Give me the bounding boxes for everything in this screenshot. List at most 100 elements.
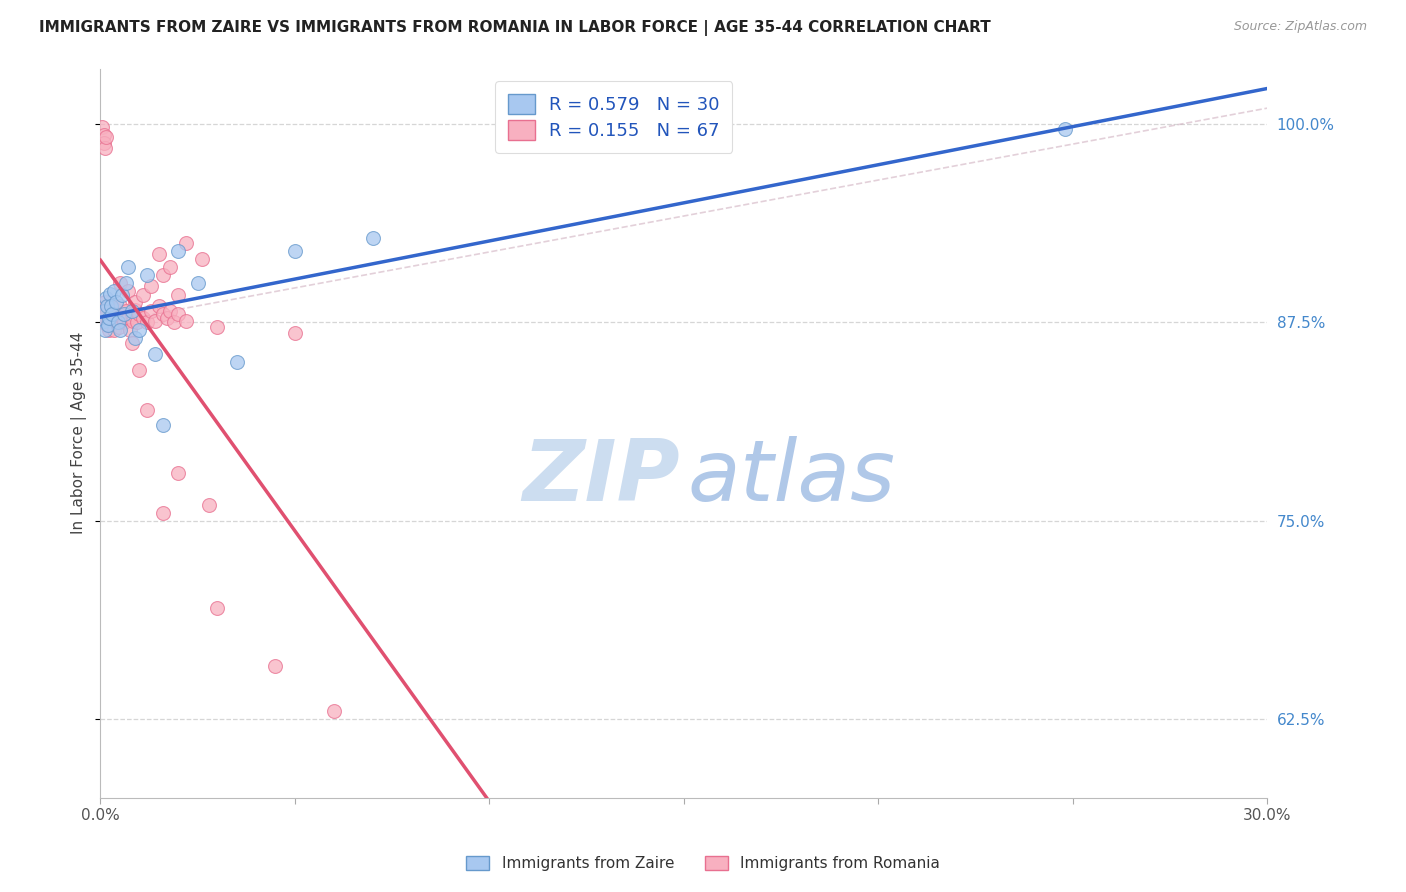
Point bbox=[96, 318, 118, 333]
Point bbox=[128, 323, 150, 337]
Point bbox=[108, 320, 131, 334]
Point bbox=[167, 288, 190, 302]
Point bbox=[100, 304, 122, 318]
Point bbox=[124, 302, 146, 317]
Point bbox=[163, 315, 186, 329]
Point bbox=[98, 323, 121, 337]
Point bbox=[1053, 121, 1076, 136]
Point bbox=[148, 300, 170, 314]
Point bbox=[121, 335, 143, 350]
Point bbox=[108, 323, 131, 337]
Point bbox=[112, 315, 135, 329]
Point bbox=[97, 318, 120, 333]
Point bbox=[136, 315, 159, 329]
Point bbox=[93, 310, 115, 325]
Point bbox=[101, 307, 124, 321]
Text: IMMIGRANTS FROM ZAIRE VS IMMIGRANTS FROM ROMANIA IN LABOR FORCE | AGE 35-44 CORR: IMMIGRANTS FROM ZAIRE VS IMMIGRANTS FROM… bbox=[39, 20, 991, 36]
Point bbox=[112, 307, 135, 321]
Text: Source: ZipAtlas.com: Source: ZipAtlas.com bbox=[1233, 20, 1367, 33]
Text: ZIP: ZIP bbox=[523, 435, 681, 518]
Point bbox=[159, 304, 181, 318]
Point bbox=[117, 260, 139, 274]
Point bbox=[152, 506, 174, 520]
Point bbox=[93, 315, 115, 329]
Point bbox=[128, 363, 150, 377]
Point bbox=[124, 331, 146, 345]
Point bbox=[136, 268, 159, 282]
Point bbox=[98, 310, 121, 325]
Point bbox=[97, 300, 120, 314]
Point bbox=[155, 310, 177, 325]
Point bbox=[98, 286, 121, 301]
Point bbox=[91, 120, 114, 135]
Point bbox=[100, 300, 122, 314]
Point bbox=[121, 307, 143, 321]
Point bbox=[159, 260, 181, 274]
Point bbox=[264, 659, 287, 673]
Point bbox=[96, 300, 118, 314]
Point bbox=[96, 292, 118, 306]
Point bbox=[114, 276, 136, 290]
Point bbox=[361, 231, 384, 245]
Point bbox=[174, 314, 197, 328]
Point bbox=[98, 310, 121, 325]
Point bbox=[122, 314, 145, 328]
Point bbox=[118, 323, 141, 337]
Y-axis label: In Labor Force | Age 35-44: In Labor Force | Age 35-44 bbox=[72, 332, 87, 534]
Point bbox=[284, 244, 307, 258]
Point bbox=[105, 315, 128, 329]
Point bbox=[114, 304, 136, 318]
Point bbox=[121, 304, 143, 318]
Point bbox=[127, 315, 149, 329]
Point bbox=[93, 136, 115, 150]
Point bbox=[104, 302, 127, 317]
Point bbox=[322, 704, 344, 718]
Point bbox=[93, 304, 115, 318]
Point bbox=[167, 244, 190, 258]
Point bbox=[198, 498, 221, 512]
Point bbox=[225, 355, 247, 369]
Point bbox=[205, 320, 228, 334]
Point bbox=[143, 347, 166, 361]
Point bbox=[94, 141, 117, 155]
Point bbox=[111, 288, 134, 302]
Point bbox=[108, 300, 131, 314]
Legend: Immigrants from Zaire, Immigrants from Romania: Immigrants from Zaire, Immigrants from R… bbox=[460, 850, 946, 877]
Point bbox=[152, 307, 174, 321]
Point bbox=[136, 402, 159, 417]
Point bbox=[107, 315, 129, 329]
Point bbox=[128, 307, 150, 321]
Point bbox=[101, 314, 124, 328]
Point bbox=[132, 310, 155, 325]
Point bbox=[103, 323, 125, 337]
Point bbox=[132, 288, 155, 302]
Point bbox=[124, 294, 146, 309]
Point bbox=[103, 284, 125, 298]
Point bbox=[93, 128, 115, 142]
Point bbox=[139, 278, 162, 293]
Point bbox=[187, 276, 209, 290]
Point bbox=[152, 268, 174, 282]
Point bbox=[139, 304, 162, 318]
Point bbox=[104, 294, 127, 309]
Point bbox=[148, 247, 170, 261]
Point bbox=[107, 307, 129, 321]
Point bbox=[284, 326, 307, 341]
Point bbox=[152, 418, 174, 433]
Text: atlas: atlas bbox=[688, 435, 896, 518]
Point bbox=[94, 294, 117, 309]
Point bbox=[111, 310, 134, 325]
Point bbox=[190, 252, 212, 266]
Point bbox=[96, 129, 118, 144]
Point bbox=[93, 314, 115, 328]
Point bbox=[167, 466, 190, 480]
Point bbox=[205, 600, 228, 615]
Point bbox=[117, 284, 139, 298]
Point bbox=[108, 276, 131, 290]
Point bbox=[101, 301, 124, 315]
Point bbox=[174, 235, 197, 250]
Point bbox=[143, 314, 166, 328]
Legend: R = 0.579   N = 30, R = 0.155   N = 67: R = 0.579 N = 30, R = 0.155 N = 67 bbox=[495, 81, 733, 153]
Point bbox=[96, 307, 118, 321]
Point bbox=[91, 304, 114, 318]
